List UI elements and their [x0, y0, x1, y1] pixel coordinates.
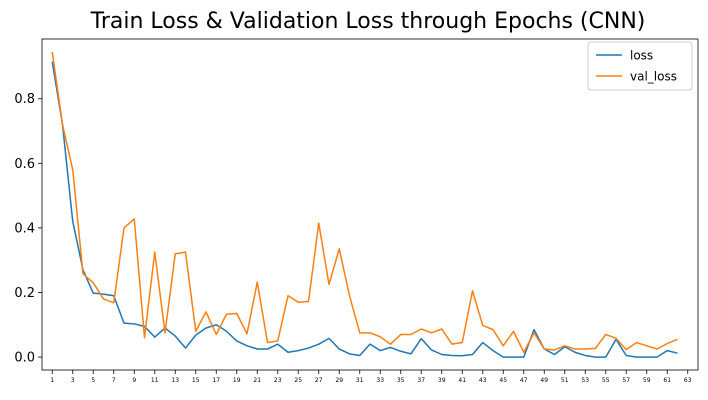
- y-tick-label: 0.4: [14, 221, 35, 236]
- x-tick-label: 27: [315, 377, 323, 384]
- x-tick-label: 55: [602, 377, 610, 384]
- x-tick-label: 49: [540, 377, 548, 384]
- x-tick-label: 43: [479, 377, 487, 384]
- x-tick-label: 9: [132, 377, 136, 384]
- x-tick-label: 45: [499, 377, 507, 384]
- x-tick-label: 63: [684, 377, 692, 384]
- x-tick-label: 59: [643, 377, 651, 384]
- x-tick-label: 29: [335, 377, 343, 384]
- x-tick-label: 37: [417, 377, 425, 384]
- chart-title: Train Loss & Validation Loss through Epo…: [90, 9, 646, 34]
- x-tick-label: 23: [274, 377, 282, 384]
- x-tick-label: 3: [71, 377, 75, 384]
- x-tick-label: 19: [233, 377, 241, 384]
- series-line-val_loss: [51, 51, 678, 353]
- x-tick-label: 15: [192, 377, 200, 384]
- x-tick-label: 53: [581, 377, 589, 384]
- x-tick-label: 33: [376, 377, 384, 384]
- axes: 0.00.20.40.60.81 3 5 7 9 11 13 15 17 19 21 23 25 27 29…: [14, 38, 699, 384]
- y-tick-label: 0.6: [14, 157, 35, 172]
- x-tick-label: 1: [50, 377, 54, 384]
- legend-label-loss: loss: [630, 49, 653, 63]
- x-tick-label: 39: [438, 377, 446, 384]
- legend: loss val_loss: [587, 41, 693, 91]
- x-tick-label: 5: [91, 377, 95, 384]
- x-tick-label: 25: [294, 377, 302, 384]
- legend-box: [587, 41, 693, 91]
- plot-frame: [41, 38, 699, 371]
- x-tick-label: 13: [171, 377, 179, 384]
- legend-label-val_loss: val_loss: [630, 70, 677, 84]
- x-tick-label: 41: [458, 377, 466, 384]
- x-tick-label: 17: [212, 377, 220, 384]
- y-tick-label: 0.8: [14, 92, 35, 107]
- x-tick-label: 31: [356, 377, 364, 384]
- series-line-loss: [51, 61, 678, 358]
- x-tick-label: 11: [151, 377, 159, 384]
- x-tick-label: 51: [561, 377, 569, 384]
- y-tick-label: 0.2: [14, 286, 35, 301]
- plot-area: [51, 51, 678, 358]
- y-tick-label: 0.0: [14, 351, 35, 366]
- x-tick-label: 35: [397, 377, 405, 384]
- x-tick-label: 47: [520, 377, 528, 384]
- x-tick-label: 7: [112, 377, 116, 384]
- x-tick-label: 21: [253, 377, 261, 384]
- x-tick-label: 57: [622, 377, 630, 384]
- x-tick-label: 61: [663, 377, 671, 384]
